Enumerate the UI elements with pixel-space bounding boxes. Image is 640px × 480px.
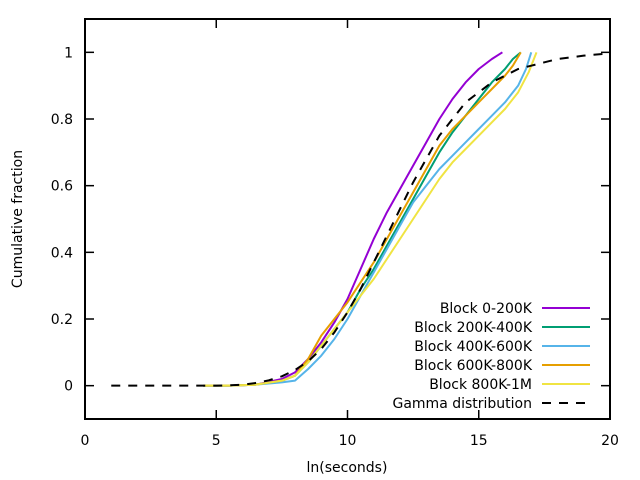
y-tick-label: 0.2 [51, 312, 73, 328]
series-line-0 [203, 51, 503, 387]
series-line-5 [111, 52, 611, 387]
y-tick-label: 0.8 [51, 112, 73, 128]
y-tick-label: 0.4 [51, 245, 73, 261]
legend-label-3: Block 600K-800K [414, 358, 533, 374]
y-tick-label: 0 [64, 379, 73, 395]
legend-label-1: Block 200K-400K [414, 320, 533, 336]
legend-label-4: Block 800K-1M [429, 377, 532, 393]
legend: Block 0-200K Block 200K-400K Block 400K-60… [392, 301, 590, 412]
legend-label-5: Gamma distribution [392, 396, 532, 412]
x-tick-label: 5 [212, 433, 221, 449]
x-tick-label: 10 [339, 433, 357, 449]
legend-label-2: Block 400K-600K [414, 339, 533, 355]
series-line-4 [203, 51, 538, 387]
y-tick-label: 1 [64, 45, 73, 61]
series-line-2 [203, 52, 533, 387]
x-tick-label: 20 [601, 433, 619, 449]
x-tick-label: 0 [81, 433, 90, 449]
y-axis-label: Cumulative fraction [10, 150, 26, 288]
series-layer [111, 51, 611, 387]
axes-layer: 0 5 10 15 20 0 0.2 0.4 0.6 0.8 1 [51, 18, 619, 449]
y-tick-label: 0.6 [51, 179, 73, 195]
x-axis-label: ln(seconds) [307, 460, 388, 476]
x-tick-label: 15 [470, 433, 488, 449]
legend-label-0: Block 0-200K [440, 301, 533, 317]
